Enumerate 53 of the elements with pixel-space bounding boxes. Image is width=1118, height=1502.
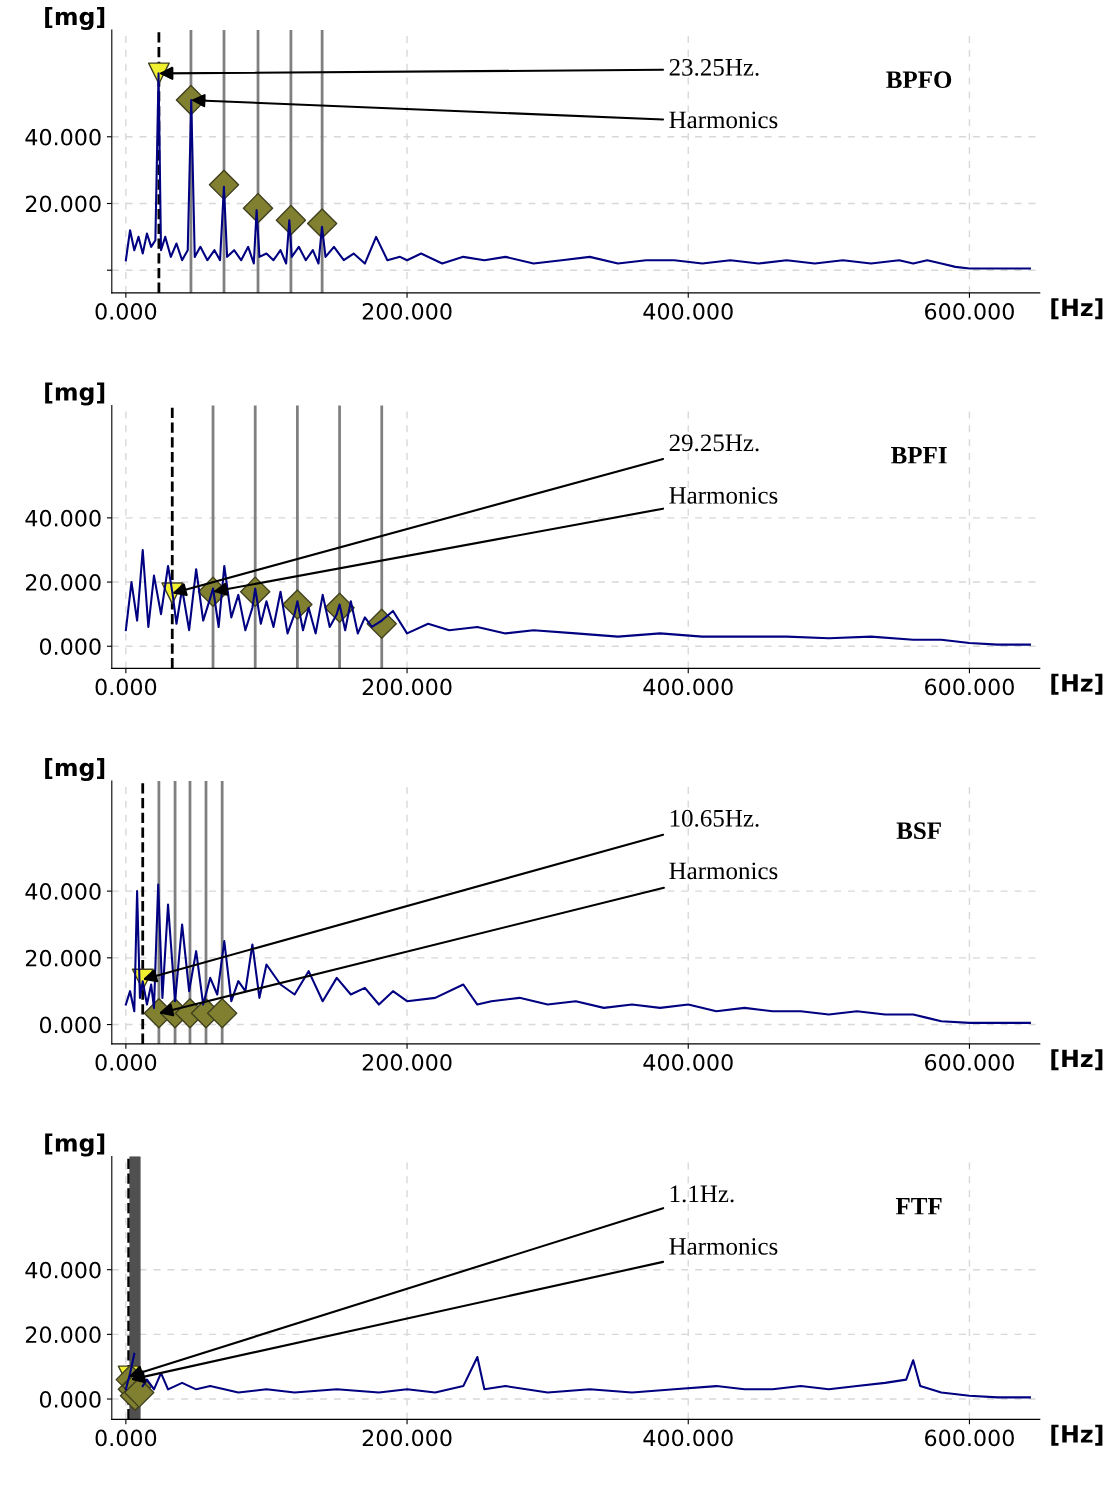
x-axis-title: [Hz]	[1051, 1049, 1103, 1071]
point	[242, 192, 274, 224]
annotation: 29.25Hz.	[669, 434, 759, 452]
annotation: BPFI	[891, 447, 947, 464]
annotation: Harmonics	[669, 862, 778, 880]
y-axis-title: [mg]	[45, 382, 105, 406]
y-axis-title: [mg]	[45, 1133, 105, 1157]
y-tick-label: 40.000	[25, 883, 101, 900]
x-tick-label: 200.000	[362, 303, 452, 320]
y-tick-label: 0.000	[39, 1390, 101, 1408]
line-series	[124, 883, 1031, 1024]
y-tick-label: 0.000	[39, 1016, 101, 1034]
point	[208, 169, 240, 201]
annotation: BSF	[896, 822, 941, 840]
x-tick-label: 0.000	[95, 1054, 157, 1071]
y-tick-label: 40.000	[25, 1261, 101, 1279]
y-tick-label: 20.000	[25, 949, 101, 967]
annotation: 10.65Hz.	[670, 809, 759, 827]
y-tick-label: 20.000	[25, 1326, 101, 1344]
y-axis-title: [mg]	[45, 758, 105, 782]
line-series	[124, 548, 1031, 646]
y-tick-label: 40.000	[25, 509, 101, 527]
annotation: 23.25Hz.	[669, 58, 759, 76]
x-tick-label: 200.000	[362, 678, 452, 696]
x-tick-label: 600.000	[925, 678, 1014, 696]
point	[306, 208, 338, 239]
x-tick-label: 600.000	[925, 1429, 1014, 1447]
x-tick-label: 0.000	[95, 303, 157, 320]
annotation: Harmonics	[669, 111, 778, 129]
y-tick-label: 20.000	[25, 195, 101, 213]
x-axis-title: [Hz]	[1051, 673, 1103, 695]
x-tick-label: 600.000	[925, 303, 1014, 320]
y-tick-label: 40.000	[25, 128, 101, 146]
x-tick-label: 400.000	[643, 303, 733, 320]
annotation: Harmonics	[669, 1237, 778, 1255]
annotation: FTF	[895, 1198, 942, 1215]
y-axis-title: [mg]	[45, 7, 105, 31]
annotation: Harmonics	[669, 486, 778, 504]
x-tick-label: 200.000	[362, 1429, 452, 1447]
x-tick-label: 400.000	[643, 1054, 733, 1071]
x-tick-label: 400.000	[643, 1429, 733, 1447]
x-tick-label: 200.000	[362, 1054, 452, 1071]
y-tick-label: 20.000	[25, 574, 101, 591]
x-tick-label: 400.000	[643, 678, 733, 696]
annotation: 1.1Hz.	[670, 1185, 734, 1203]
x-axis-title: [Hz]	[1051, 298, 1103, 320]
x-axis-title: [Hz]	[1051, 1424, 1103, 1446]
x-tick-label: 0.000	[95, 678, 157, 696]
point	[275, 204, 307, 236]
x-tick-label: 600.000	[925, 1054, 1014, 1071]
y-tick-label: 0.000	[39, 638, 101, 655]
annotation: BPFO	[886, 71, 952, 89]
x-tick-label: 0.000	[95, 1429, 157, 1447]
